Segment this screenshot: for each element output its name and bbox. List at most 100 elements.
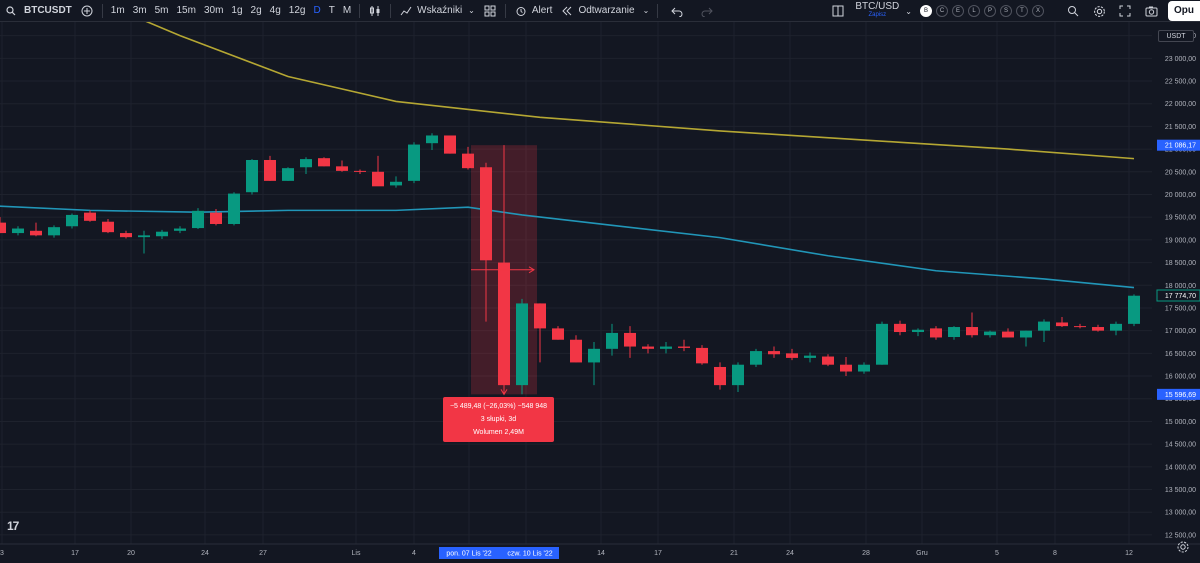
candle bbox=[552, 326, 564, 340]
hotkey-circle-e[interactable]: E bbox=[952, 5, 964, 17]
measure-arrow-right bbox=[528, 266, 535, 274]
interval-15m[interactable]: 15m bbox=[176, 5, 196, 16]
candle-body bbox=[462, 153, 474, 169]
alert-button[interactable]: Alert bbox=[510, 0, 557, 22]
candle bbox=[1092, 324, 1104, 332]
publish-button[interactable]: Opu bbox=[1168, 1, 1200, 21]
candles bbox=[0, 133, 1140, 395]
candle-body bbox=[174, 228, 186, 231]
hotkey-circle-t[interactable]: T bbox=[1016, 5, 1028, 17]
candle bbox=[948, 326, 960, 340]
svg-text:15 596,69: 15 596,69 bbox=[1165, 392, 1196, 399]
interval-12g[interactable]: 12g bbox=[288, 5, 306, 16]
time-label: 28 bbox=[862, 550, 870, 557]
toolbar-divider bbox=[390, 3, 392, 18]
candle-body bbox=[444, 135, 456, 154]
candle bbox=[336, 160, 348, 172]
measure-change: −5 489,48 (−26,03%) −548 948 bbox=[449, 403, 548, 410]
toolbar-divider bbox=[657, 3, 659, 18]
price-label: 22 000,00 bbox=[1165, 101, 1196, 108]
interval-2g[interactable]: 2g bbox=[250, 5, 262, 16]
candle-body bbox=[804, 355, 816, 358]
candle-body bbox=[516, 303, 528, 386]
candle-body bbox=[228, 193, 240, 224]
hotkey-circle-l[interactable]: L bbox=[968, 5, 980, 17]
indicators-button[interactable]: Wskaźniki ⌄ bbox=[395, 0, 479, 22]
chevron-down-icon[interactable]: ⌄ bbox=[905, 6, 912, 16]
candle bbox=[642, 344, 654, 354]
undo-button[interactable] bbox=[666, 0, 688, 22]
range-start-label: pon. 07 Lis '22 bbox=[446, 551, 491, 558]
compare-symbol-button[interactable] bbox=[76, 0, 98, 22]
time-axis[interactable]: 3 17 20 24 27 Lis 4 14 17 21 24 28 Gru 5 8 12 pon. 07 Li… bbox=[0, 543, 1200, 559]
hotkey-circle-b[interactable]: B bbox=[920, 5, 932, 17]
candle-body bbox=[264, 159, 276, 181]
interval-1g[interactable]: 1g bbox=[231, 5, 243, 16]
interval-t[interactable]: T bbox=[328, 5, 335, 16]
candle-body bbox=[390, 181, 402, 186]
candle-body bbox=[372, 171, 384, 187]
redo-button[interactable] bbox=[696, 0, 718, 22]
quick-search-button[interactable] bbox=[1062, 0, 1084, 22]
fullscreen-button[interactable] bbox=[1114, 0, 1136, 22]
candle bbox=[1110, 321, 1122, 336]
layout-name[interactable]: BTC/USD Zapisz bbox=[855, 2, 899, 20]
layout-toggle-button[interactable] bbox=[827, 0, 849, 22]
layout-button[interactable] bbox=[479, 0, 501, 22]
candle-body bbox=[48, 227, 60, 236]
candle bbox=[1002, 328, 1014, 338]
price-label: 17 500,00 bbox=[1165, 305, 1196, 312]
axis-settings-gear-icon[interactable] bbox=[1176, 540, 1190, 554]
tradingview-logo[interactable]: 17 bbox=[7, 519, 19, 533]
candle-body bbox=[426, 135, 438, 144]
top-toolbar: BTCUSDT 1m 3m 5m 15m 30m 1g 2g 4g 12g D T M Wskaźni… bbox=[0, 0, 1200, 22]
hotkey-circle-x[interactable]: X bbox=[1032, 5, 1044, 17]
candle-body bbox=[1020, 330, 1032, 338]
interval-5m[interactable]: 5m bbox=[154, 5, 169, 16]
candle bbox=[102, 218, 114, 234]
redo-icon bbox=[700, 4, 714, 18]
candle-body bbox=[822, 356, 834, 365]
settings-button[interactable] bbox=[1088, 0, 1110, 22]
snapshot-button[interactable] bbox=[1140, 0, 1162, 22]
currency-label[interactable]: USDT bbox=[1158, 30, 1194, 42]
candle bbox=[174, 226, 186, 234]
time-range-tag: pon. 07 Lis '22 czw. 10 Lis '22 bbox=[439, 547, 559, 559]
interval-30m[interactable]: 30m bbox=[203, 5, 224, 16]
price-label: 16 500,00 bbox=[1165, 351, 1196, 358]
svg-text:17 774,70: 17 774,70 bbox=[1165, 293, 1196, 300]
chart-type-button[interactable] bbox=[364, 0, 386, 22]
candle-body bbox=[336, 166, 348, 171]
interval-1m[interactable]: 1m bbox=[110, 5, 125, 16]
hotkey-circle-s[interactable]: S bbox=[1000, 5, 1012, 17]
price-label: 22 500,00 bbox=[1165, 79, 1196, 86]
candle bbox=[732, 362, 744, 392]
candle-body bbox=[156, 231, 168, 237]
grid-icon bbox=[483, 4, 497, 18]
interval-4g[interactable]: 4g bbox=[269, 5, 281, 16]
interval-d[interactable]: D bbox=[313, 5, 321, 16]
price-label: 15 000,00 bbox=[1165, 419, 1196, 426]
save-label[interactable]: Zapisz bbox=[868, 12, 887, 18]
price-label: 19 500,00 bbox=[1165, 215, 1196, 222]
hotkey-circle-p[interactable]: P bbox=[984, 5, 996, 17]
hotkey-circle-c[interactable]: C bbox=[936, 5, 948, 17]
undo-icon bbox=[670, 4, 684, 18]
candle-body bbox=[606, 332, 618, 349]
candle bbox=[606, 323, 618, 356]
candle-body bbox=[138, 235, 150, 238]
candle-body bbox=[912, 329, 924, 333]
price-label: 14 000,00 bbox=[1165, 464, 1196, 471]
replay-button[interactable]: Odtwarzanie ⌄ bbox=[556, 0, 653, 22]
interval-m[interactable]: M bbox=[342, 5, 352, 16]
price-label: 16 000,00 bbox=[1165, 374, 1196, 381]
candle bbox=[984, 330, 996, 338]
candles-icon bbox=[368, 4, 382, 18]
symbol-search[interactable]: BTCUSDT bbox=[0, 0, 76, 22]
candle-body bbox=[786, 353, 798, 358]
candle bbox=[372, 155, 384, 187]
interval-3m[interactable]: 3m bbox=[132, 5, 147, 16]
candle-body bbox=[354, 170, 366, 172]
